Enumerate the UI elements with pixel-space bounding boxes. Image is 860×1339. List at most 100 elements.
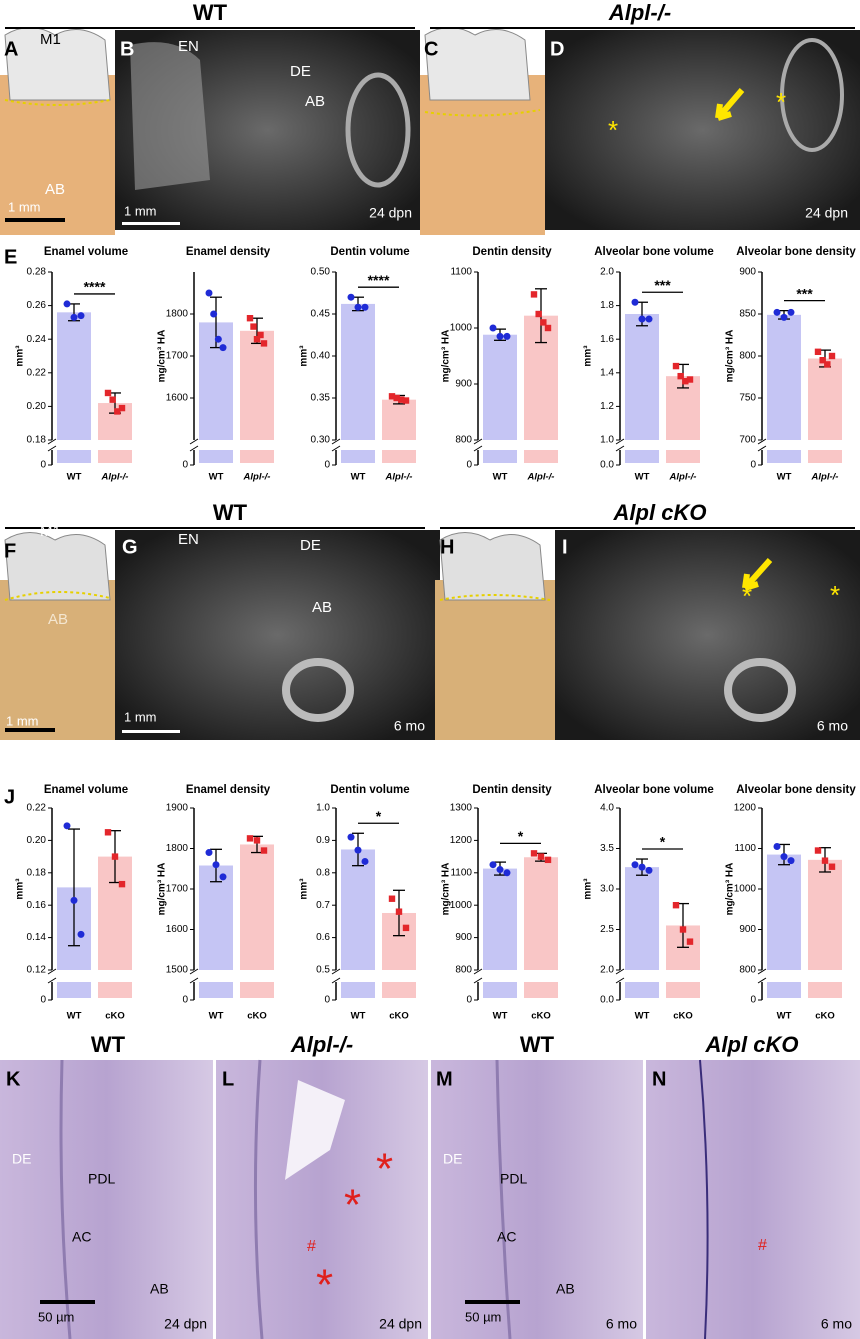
y-tick-label: 1.0 bbox=[316, 803, 330, 814]
panel-letter: A bbox=[4, 38, 18, 60]
data-point bbox=[70, 313, 78, 321]
data-point bbox=[205, 849, 213, 857]
axis-break bbox=[615, 438, 625, 445]
x-tick-label: Alpl-/- bbox=[385, 472, 413, 483]
bone-section bbox=[724, 658, 796, 722]
bone-section bbox=[345, 72, 411, 188]
image-label: 24 dpn bbox=[164, 1316, 207, 1332]
x-tick-label: WT bbox=[67, 472, 82, 483]
data-point bbox=[388, 393, 396, 400]
data-point bbox=[814, 847, 822, 854]
y-tick-label: 0.0 bbox=[600, 460, 614, 471]
data-point bbox=[780, 853, 788, 861]
data-point bbox=[544, 324, 552, 332]
y-tick-label: 0.30 bbox=[311, 435, 331, 446]
histology bbox=[431, 1060, 643, 1339]
bar bbox=[808, 358, 842, 440]
bar-stub bbox=[524, 450, 558, 463]
y-tick-label: 0 bbox=[324, 995, 330, 1006]
data-point bbox=[824, 361, 831, 368]
y-tick-label: 1.4 bbox=[600, 367, 614, 378]
x-tick-label: cKO bbox=[389, 1011, 409, 1022]
x-tick-label: Alpl-/- bbox=[243, 472, 271, 483]
image-label: 6 mo bbox=[606, 1316, 637, 1332]
data-point bbox=[645, 315, 653, 323]
data-point bbox=[109, 396, 116, 403]
image-label: PDL bbox=[88, 1171, 115, 1187]
y-tick-label: 2.0 bbox=[600, 267, 614, 278]
y-axis-label: mm³ bbox=[299, 878, 310, 900]
y-tick-label: 0.22 bbox=[27, 367, 47, 378]
y-tick-label: 1300 bbox=[450, 803, 473, 814]
x-tick-label: Alpl-/- bbox=[101, 472, 129, 483]
y-tick-label: 0 bbox=[182, 460, 188, 471]
bar-stub bbox=[808, 982, 842, 998]
y-tick-label: 900 bbox=[739, 267, 756, 278]
y-tick-label: 900 bbox=[455, 932, 472, 943]
data-point bbox=[246, 315, 254, 322]
y-tick-label: 0.0 bbox=[600, 995, 614, 1006]
data-point bbox=[787, 857, 795, 865]
y-tick-label: 1700 bbox=[166, 351, 189, 362]
axis-break bbox=[615, 977, 625, 984]
image-label: EN bbox=[178, 38, 199, 55]
axis-break bbox=[47, 445, 57, 452]
data-point bbox=[682, 378, 689, 385]
y-tick-label: 1600 bbox=[166, 393, 189, 404]
y-tick-label: 1800 bbox=[166, 843, 189, 854]
bar-stub bbox=[98, 982, 132, 998]
bar-stub bbox=[808, 450, 842, 463]
bar bbox=[240, 330, 274, 440]
data-point bbox=[537, 853, 545, 860]
chart-title: Dentin density bbox=[472, 246, 552, 258]
bar-stub bbox=[666, 450, 700, 463]
cej-line bbox=[439, 594, 551, 601]
section-header: Alpl-/- bbox=[290, 1032, 353, 1057]
data-point bbox=[246, 835, 254, 842]
render bbox=[435, 580, 560, 740]
data-point bbox=[496, 866, 504, 874]
significance-label: * bbox=[518, 828, 524, 844]
y-tick-label: 0.50 bbox=[311, 267, 331, 278]
bar-stub bbox=[57, 450, 91, 463]
image-label: AB bbox=[556, 1281, 575, 1297]
panel-letter: C bbox=[424, 38, 438, 60]
bar-stub bbox=[240, 982, 274, 998]
x-tick-label: cKO bbox=[247, 1011, 267, 1022]
y-tick-label: 0.5 bbox=[316, 965, 330, 976]
axis-break bbox=[47, 968, 57, 975]
image-label: * bbox=[344, 1181, 361, 1230]
data-point bbox=[361, 303, 369, 311]
data-point bbox=[395, 908, 403, 915]
x-tick-label: cKO bbox=[673, 1011, 693, 1022]
y-tick-label: 1.0 bbox=[600, 435, 614, 446]
data-point bbox=[63, 822, 71, 830]
bar-stub bbox=[341, 982, 375, 998]
image-label: DE bbox=[443, 1151, 462, 1167]
bar bbox=[625, 314, 659, 440]
y-tick-label: 0.16 bbox=[27, 900, 47, 911]
axis-break bbox=[473, 438, 483, 445]
y-tick-label: 750 bbox=[739, 393, 756, 404]
x-tick-label: WT bbox=[67, 1011, 82, 1022]
data-point bbox=[354, 846, 362, 854]
y-tick-label: 900 bbox=[455, 379, 472, 390]
microct bbox=[555, 530, 860, 740]
bar-stub bbox=[483, 450, 517, 463]
data-point bbox=[679, 926, 687, 933]
section-header: Alpl-/- bbox=[608, 0, 671, 25]
image-label: * bbox=[776, 87, 786, 117]
x-tick-label: WT bbox=[777, 472, 792, 483]
data-point bbox=[250, 323, 257, 330]
chart-title: Enamel density bbox=[186, 784, 271, 796]
data-point bbox=[104, 389, 112, 397]
panel-letter: L bbox=[222, 1068, 234, 1090]
data-point bbox=[212, 861, 220, 869]
y-axis-label: mg/cm³ HA bbox=[725, 330, 736, 383]
chart-title: Alveolar bone volume bbox=[594, 784, 714, 796]
panel-letter: F bbox=[4, 540, 16, 562]
data-point bbox=[402, 397, 410, 404]
y-tick-label: 0.20 bbox=[27, 835, 47, 846]
axis-break bbox=[331, 438, 341, 445]
y-tick-label: 1200 bbox=[734, 803, 757, 814]
